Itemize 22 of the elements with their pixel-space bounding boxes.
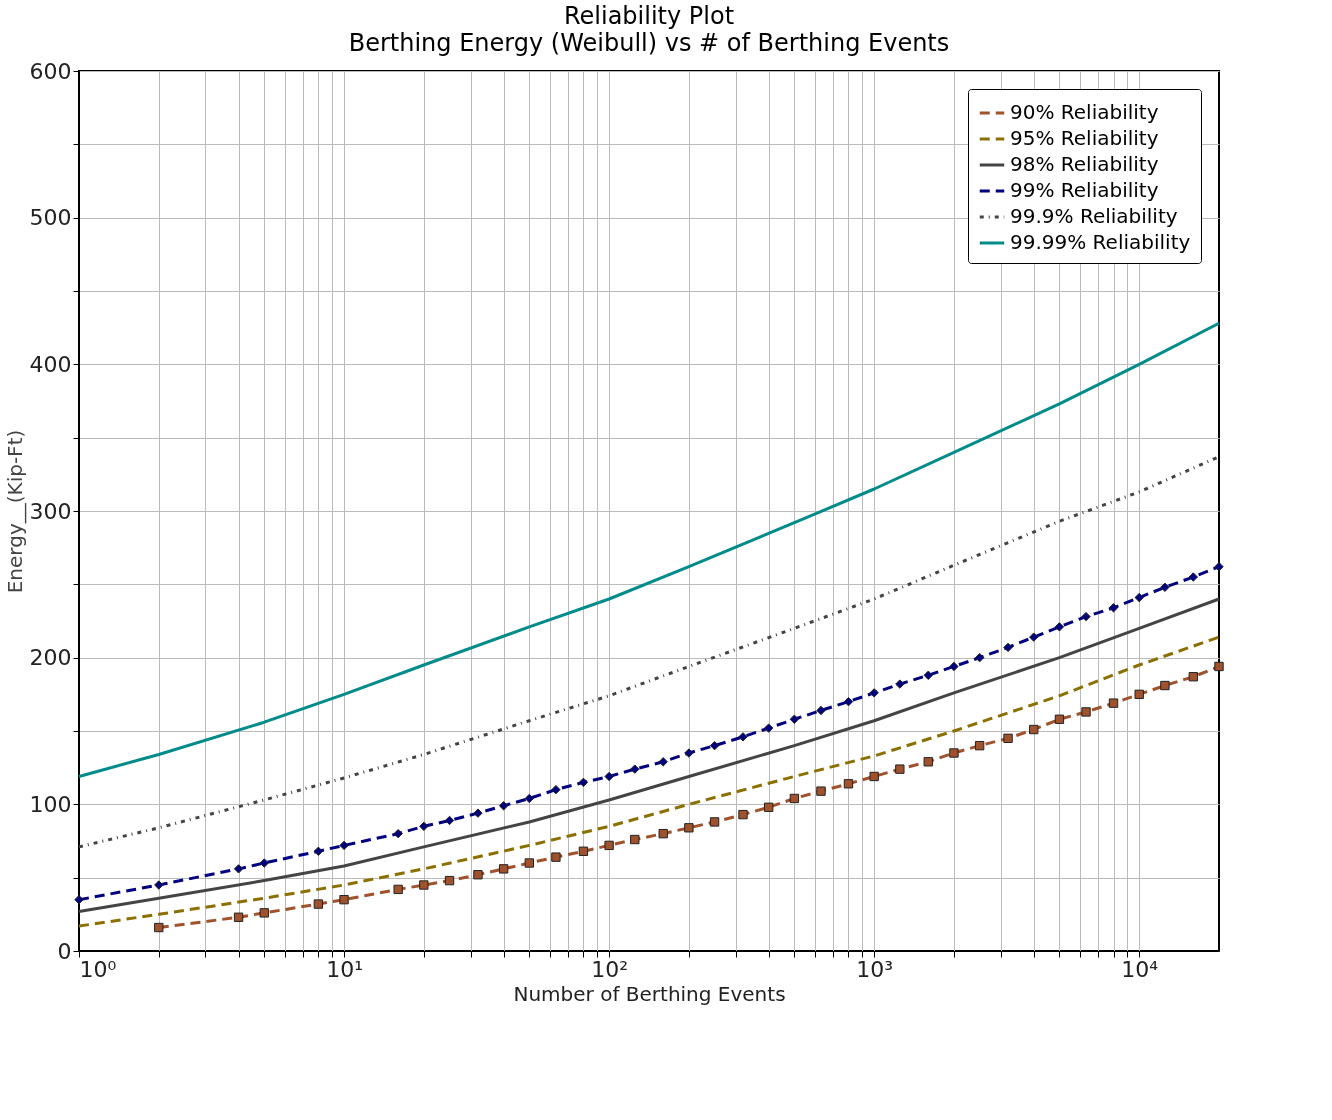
y-tick-label: 100 <box>29 791 72 817</box>
x-axis-title: Number of Berthing Events <box>513 981 786 1006</box>
x-tick-label: 10¹ <box>326 956 363 982</box>
y-tick-label: 400 <box>29 351 72 377</box>
y-tick-label: 300 <box>29 498 72 524</box>
chart-subtitle: Berthing Energy (Weibull) vs # of Berthing Events <box>348 29 950 57</box>
legend-label: 99.9% Reliability <box>1010 204 1178 228</box>
y-tick-label: 0 <box>57 938 72 964</box>
chart-title: Reliability Plot <box>563 2 735 30</box>
x-tick-label: 10² <box>591 956 629 982</box>
legend-label: 98% Reliability <box>1010 152 1159 176</box>
legend-label: 95% Reliability <box>1010 126 1159 150</box>
y-tick-label: 500 <box>29 205 72 231</box>
y-tick-label: 600 <box>29 58 72 84</box>
y-axis-title: Energy__(Kip-Ft) <box>2 429 27 594</box>
y-tick-label: 200 <box>29 645 72 671</box>
x-tick-label: 10⁴ <box>1121 956 1159 982</box>
x-tick-label: 10³ <box>856 956 894 982</box>
legend-label: 90% Reliability <box>1010 100 1159 124</box>
x-tick-label: 10⁰ <box>79 956 117 982</box>
legend-label: 99.99% Reliability <box>1010 230 1191 254</box>
legend-label: 99% Reliability <box>1010 178 1159 202</box>
